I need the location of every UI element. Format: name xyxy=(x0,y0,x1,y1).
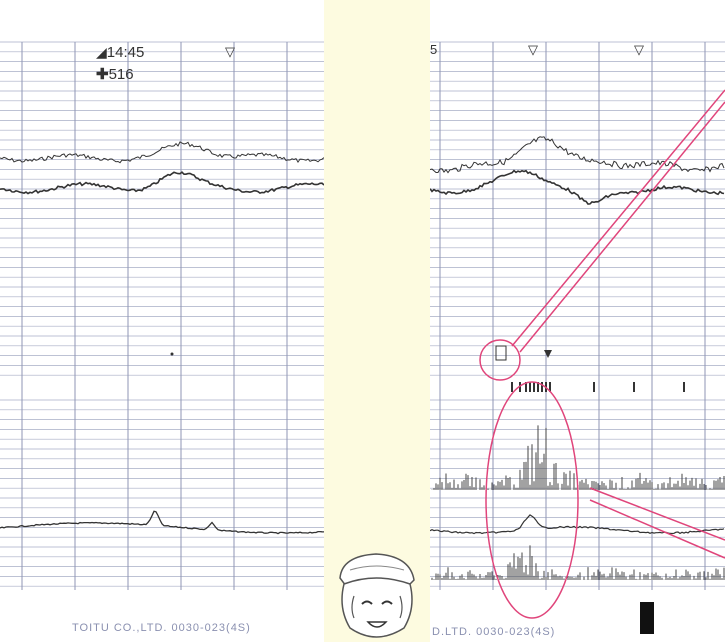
event-triangle-icon: ▽ xyxy=(225,44,235,59)
plus-marker-icon: ✚ xyxy=(96,66,109,83)
fhr-trace-1 xyxy=(0,141,324,164)
fhr-trace-1 xyxy=(430,136,725,174)
movement-spikes xyxy=(431,425,725,490)
callout-line xyxy=(589,487,725,541)
highlight-ellipse xyxy=(485,381,579,619)
event-marker-icon: ◢ xyxy=(96,44,107,60)
nurse-mascot-icon xyxy=(339,553,415,638)
time-label: ◢14:45 xyxy=(96,44,144,61)
callout-line xyxy=(511,89,725,347)
black-marker-block xyxy=(640,602,654,634)
left-ctg-strip: ◢14:45 ✚516 ▽ TOITU CO.,LTD. 0030-023(4S… xyxy=(0,0,324,642)
highlight-circle xyxy=(479,339,521,381)
right-footer-text: D.LTD. 0030-023(4S) xyxy=(432,626,556,638)
event-triangle xyxy=(544,350,552,358)
left-strip-chart xyxy=(0,41,324,590)
left-footer-text: TOITU CO.,LTD. 0030-023(4S) xyxy=(72,622,251,634)
time-label-text: 14:45 xyxy=(106,44,145,61)
ink-dot xyxy=(170,352,174,356)
right-edge-label: 5 xyxy=(430,42,438,57)
event-triangle-icon: ▽ xyxy=(528,42,538,57)
callout-line xyxy=(519,101,725,353)
right-ctg-strip: 5 ▽ ▽ D.LTD. 0030-023(4S) xyxy=(430,0,725,642)
event-marker-box xyxy=(495,345,507,361)
marker-value-text: 516 xyxy=(108,66,134,83)
fhr-trace-2 xyxy=(0,171,324,195)
right-strip-chart xyxy=(430,41,725,619)
marker-value: ✚516 xyxy=(96,65,134,83)
movement-spikes-2 xyxy=(431,545,725,580)
fhr-trace-2 xyxy=(430,169,725,205)
callout-line xyxy=(589,499,725,559)
event-triangle-icon: ▽ xyxy=(634,42,644,57)
uterine-trace xyxy=(0,510,324,535)
